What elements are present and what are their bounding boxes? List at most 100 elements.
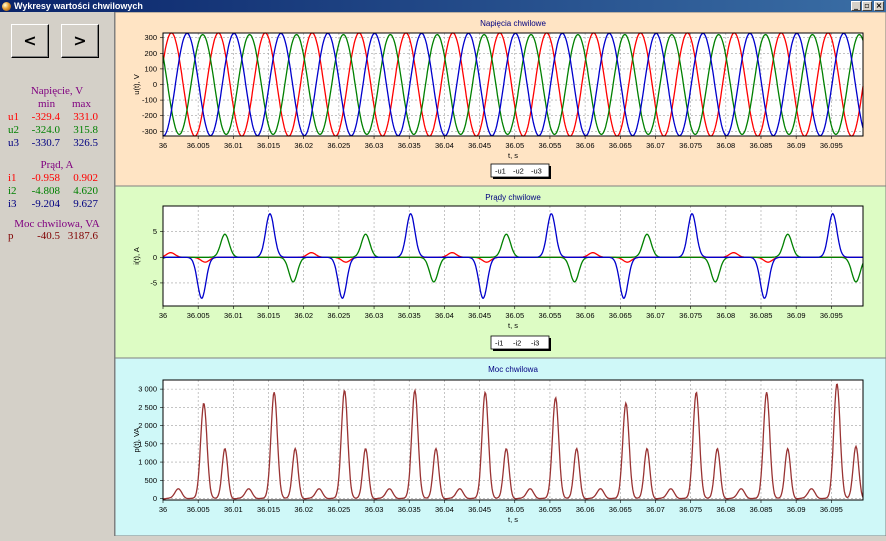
y-tick-label: 300 — [144, 33, 157, 42]
plot-frame — [162, 32, 864, 137]
x-tick-label: 36.065 — [609, 311, 632, 320]
x-tick-label: 36.09 — [787, 311, 806, 320]
legend-entry-u1: -u1 — [495, 167, 506, 176]
current-title: Prąd, A — [40, 159, 74, 171]
voltage-chart: Napięcia chwilowe 36 36.005 36.01 36.015 36.0… — [114, 11, 886, 187]
x-tick-label: 36.05 — [505, 505, 524, 514]
x-axis-label: t, s — [508, 515, 518, 524]
y-axis-label: i(t), A — [132, 247, 141, 265]
x-tick-label: 36.04 — [435, 311, 454, 320]
series-line-u2 — [162, 33, 864, 136]
x-tick-label: 36.055 — [538, 311, 561, 320]
x-tick-label: 36.075 — [679, 311, 702, 320]
x-tick-label: 36.085 — [750, 141, 773, 150]
power-chart: Moc chwilowa 36 36.005 36.01 36.015 36.02 36.0… — [114, 357, 886, 537]
x-tick-label: 36 — [159, 141, 167, 150]
legend-entry-u3: -u3 — [531, 167, 542, 176]
signal-max: 326.5 — [73, 137, 98, 149]
x-tick-label: 36.07 — [646, 141, 665, 150]
y-tick-label: 5 — [153, 227, 157, 236]
signal-min: -9.204 — [31, 198, 60, 210]
signal-name: i3 — [8, 198, 17, 210]
current-chart: Prądy chwilowe 36 36.005 36.01 36.015 36.02 36… — [114, 185, 886, 359]
series-line-u1 — [162, 32, 864, 137]
chart-title: Napięcia chwilowe — [480, 19, 546, 28]
x-tick-label: 36.09 — [787, 141, 806, 150]
y-tick-label: 200 — [144, 49, 157, 58]
signal-max: 4.620 — [73, 185, 98, 197]
x-tick-label: 36.045 — [468, 141, 491, 150]
x-tick-label: 36.075 — [679, 141, 702, 150]
value-row-u1: u1 -329.4 331.0 — [0, 111, 114, 123]
signal-min: -324.0 — [31, 124, 60, 136]
legend-entry-u2: -u2 — [513, 167, 524, 176]
x-tick-label: 36.01 — [224, 311, 243, 320]
signal-min: -329.4 — [31, 111, 60, 123]
x-tick-label: 36.02 — [294, 505, 313, 514]
x-tick-label: 36.085 — [750, 311, 773, 320]
legend-box — [490, 335, 550, 350]
x-tick-label: 36.03 — [365, 311, 384, 320]
x-tick-label: 36.045 — [468, 505, 491, 514]
x-tick-label: 36.01 — [224, 505, 243, 514]
signal-name: i2 — [8, 185, 17, 197]
x-axis-label: t, s — [508, 151, 518, 160]
y-tick-label: 500 — [144, 476, 157, 485]
minimize-icon[interactable]: _ — [851, 1, 861, 11]
x-tick-label: 36.07 — [646, 505, 665, 514]
x-tick-label: 36.035 — [398, 505, 421, 514]
y-tick-label: 100 — [144, 64, 157, 73]
x-tick-label: 36.045 — [468, 311, 491, 320]
y-tick-label: 2 500 — [138, 403, 157, 412]
x-tick-label: 36.015 — [257, 141, 280, 150]
x-axis-label: t, s — [508, 321, 518, 330]
min-header: min — [38, 98, 56, 110]
next-button[interactable]: > — [61, 24, 99, 58]
restore-icon[interactable]: ▫ — [862, 1, 872, 11]
chart-title: Prądy chwilowe — [485, 193, 541, 202]
max-header: max — [72, 98, 91, 110]
series-line-i3 — [163, 212, 863, 300]
value-row-p: p -40.5 3187.6 — [0, 230, 114, 242]
x-tick-label: 36.035 — [398, 141, 421, 150]
signal-name: u2 — [8, 124, 19, 136]
signal-max: 315.8 — [73, 124, 98, 136]
power-title: Moc chwilowa, VA — [14, 218, 100, 230]
x-tick-label: 36.04 — [435, 505, 454, 514]
x-tick-label: 36 — [159, 505, 167, 514]
x-tick-label: 36.03 — [365, 505, 384, 514]
y-axis-label: u(t), V — [132, 74, 141, 94]
x-tick-label: 36.075 — [679, 505, 702, 514]
app-icon — [2, 2, 11, 11]
signal-max: 331.0 — [73, 111, 98, 123]
y-tick-label: 1 500 — [138, 439, 157, 448]
x-tick-label: 36.015 — [257, 311, 280, 320]
legend-entry-i1: -i1 — [495, 339, 503, 348]
y-tick-label: 2 000 — [138, 421, 157, 430]
x-tick-label: 36.025 — [327, 141, 350, 150]
x-tick-label: 36.025 — [327, 311, 350, 320]
x-tick-label: 36.095 — [820, 505, 843, 514]
signal-max: 0.902 — [73, 172, 98, 184]
signal-min: -0.958 — [31, 172, 60, 184]
signal-min: -40.5 — [37, 230, 60, 242]
signal-min: -330.7 — [31, 137, 60, 149]
x-tick-label: 36.02 — [294, 141, 313, 150]
x-tick-label: 36.06 — [576, 141, 595, 150]
x-tick-label: 36.01 — [224, 141, 243, 150]
x-tick-label: 36.07 — [646, 311, 665, 320]
values-panel: < > Napięcie, V min max u1 -329.4 331.0 u2-… — [0, 12, 115, 536]
voltage-chart-panel: Napięcia chwilowe 36 36.005 36.01 36.015 36.0… — [114, 11, 886, 187]
x-tick-label: 36.015 — [257, 505, 280, 514]
y-tick-label: 0 — [153, 253, 157, 262]
x-tick-label: 36.055 — [538, 505, 561, 514]
voltage-title: Napięcie, V — [30, 85, 84, 97]
y-tick-label: 1 000 — [138, 458, 157, 467]
signal-name: p — [8, 230, 14, 242]
legend-entry-i2: -i2 — [513, 339, 521, 348]
x-tick-label: 36.095 — [820, 311, 843, 320]
x-tick-label: 36 — [159, 311, 167, 320]
x-tick-label: 36.05 — [505, 311, 524, 320]
close-icon[interactable]: × — [874, 1, 884, 11]
prev-button[interactable]: < — [11, 24, 49, 58]
